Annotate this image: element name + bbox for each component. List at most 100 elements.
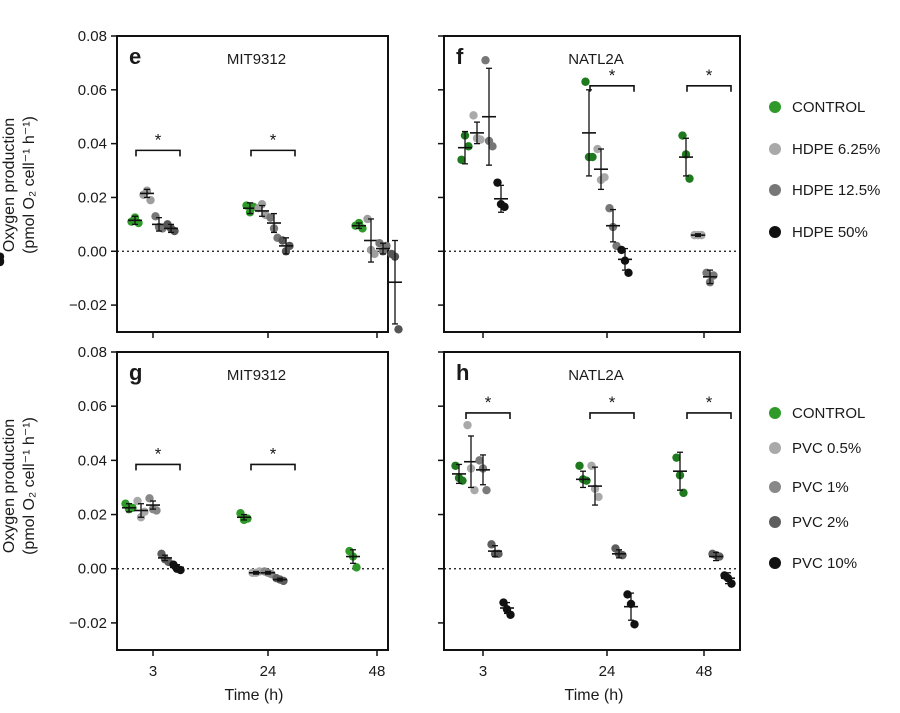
x-axis-title-right: Time (h) xyxy=(565,687,624,704)
y-axis-title-bottom-line1: Oxygen production xyxy=(1,419,18,553)
y-tick-label: 0.08 xyxy=(78,344,107,361)
legend-swatch xyxy=(769,143,781,155)
significance-bracket xyxy=(686,412,732,419)
panel-f: f NATL2A* * xyxy=(438,35,741,338)
panel-letter: g xyxy=(129,360,142,385)
significance-bracket xyxy=(250,149,296,157)
data-point xyxy=(457,155,466,164)
significance-bracket xyxy=(135,149,181,157)
data-point xyxy=(0,257,5,267)
panel-letter: e xyxy=(129,44,141,69)
data-point xyxy=(500,202,509,212)
data-point xyxy=(588,152,597,162)
legend-pvc: CONTROL PVC 0.5% PVC 1% PVC 2% PVC 10% xyxy=(769,405,865,572)
y-tick-label: 0.08 xyxy=(78,28,107,45)
significance-star: * xyxy=(485,393,492,412)
panel-title: MIT9312 xyxy=(227,367,286,384)
legend-swatch xyxy=(769,557,781,569)
legend-label: HDPE 6.25% xyxy=(792,141,880,158)
legend-label: PVC 2% xyxy=(792,514,849,531)
data-point xyxy=(587,461,596,470)
data-point xyxy=(617,245,626,255)
data-point xyxy=(236,508,245,518)
y-axis-title-top-line2: (pmol O₂ cell⁻¹ h⁻¹) xyxy=(21,116,38,254)
y-tick-label: 0.06 xyxy=(78,82,107,99)
data-point xyxy=(623,590,632,599)
data-point xyxy=(575,461,584,470)
significance-star: * xyxy=(609,393,616,412)
legend-label: HDPE 12.5% xyxy=(792,182,880,199)
data-point xyxy=(727,579,736,588)
data-point xyxy=(394,325,403,334)
data-point xyxy=(463,420,472,430)
x-tick-label: 48 xyxy=(696,663,713,680)
significance-bracket xyxy=(686,84,732,92)
plot-frame xyxy=(116,351,389,651)
data-point xyxy=(672,453,681,462)
significance-bracket xyxy=(250,463,296,471)
data-point xyxy=(375,239,384,248)
legend-label: CONTROL xyxy=(792,99,865,116)
data-point xyxy=(482,485,491,495)
legend-label: HDPE 50% xyxy=(792,224,868,241)
data-point xyxy=(499,598,508,607)
x-axis-title-left: Time (h) xyxy=(225,687,284,704)
panel-h: 3 24 48 h NATL2A * * * xyxy=(438,351,741,680)
legend-swatch xyxy=(769,516,781,528)
legend-label: PVC 0.5% xyxy=(792,440,861,457)
significance-star: * xyxy=(155,130,162,149)
significance-star: * xyxy=(270,444,277,463)
data-point xyxy=(476,135,485,144)
y-axis-title-top: Oxygen production (pmol O₂ cell⁻¹ h⁻¹) xyxy=(1,116,38,254)
y-tick-label: 0.00 xyxy=(78,561,107,578)
data-point xyxy=(469,111,478,120)
significance-star: * xyxy=(609,66,616,85)
y-axis-title-bottom-line2: (pmol O₂ cell⁻¹ h⁻¹) xyxy=(21,417,38,555)
data-point xyxy=(630,620,639,629)
legend-swatch xyxy=(769,226,781,238)
data-point xyxy=(506,610,515,619)
significance-bracket xyxy=(465,412,511,419)
legend-label: CONTROL xyxy=(792,405,865,422)
legend-swatch xyxy=(769,101,781,113)
data-point xyxy=(600,173,609,182)
panels: 0.08 0.06 0.04 0.02 0.00 −0.02 e MIT9312 * * f NATL… xyxy=(0,28,741,680)
significance-bracket xyxy=(589,412,635,419)
significance-bracket xyxy=(135,463,181,471)
plot-frame xyxy=(443,351,741,651)
data-point xyxy=(594,492,603,502)
data-point xyxy=(257,199,267,209)
y-axis-title-top-line1: Oxygen production xyxy=(1,118,18,252)
legend-swatch xyxy=(769,442,781,454)
y-tick-label: 0.02 xyxy=(78,189,107,206)
legends: CONTROL HDPE 6.25% HDPE 12.5% HDPE 50% CONTR… xyxy=(769,99,880,572)
panel-title: NATL2A xyxy=(568,367,624,384)
y-tick-label: −0.02 xyxy=(69,615,107,632)
data-point xyxy=(593,144,602,154)
data-point xyxy=(451,461,460,470)
x-tick-label: 48 xyxy=(369,663,386,680)
significance-star: * xyxy=(155,444,162,463)
data-point xyxy=(581,77,590,86)
data-point xyxy=(363,214,372,224)
x-tick-label: 3 xyxy=(149,663,157,680)
x-tick-label: 24 xyxy=(260,663,277,680)
panel-title: MIT9312 xyxy=(227,51,286,68)
y-axis-title-bottom: Oxygen production (pmol O₂ cell⁻¹ h⁻¹) xyxy=(1,417,38,555)
y-tick-label: 0.00 xyxy=(78,243,107,260)
y-tick-label: 0.04 xyxy=(78,136,107,153)
y-tick-label: 0.06 xyxy=(78,398,107,415)
data-point xyxy=(151,212,160,221)
data-point xyxy=(487,540,496,549)
significance-star: * xyxy=(270,130,277,149)
panel-title: NATL2A xyxy=(568,51,624,68)
y-tick-label: 0.04 xyxy=(78,452,107,469)
x-tick-label: 3 xyxy=(479,663,487,680)
plot-frame xyxy=(116,35,389,333)
legend-label: PVC 1% xyxy=(792,479,849,496)
legend-swatch xyxy=(769,407,781,419)
plot-frame xyxy=(443,35,741,333)
data-point xyxy=(475,456,484,465)
panel-letter: h xyxy=(456,360,469,385)
